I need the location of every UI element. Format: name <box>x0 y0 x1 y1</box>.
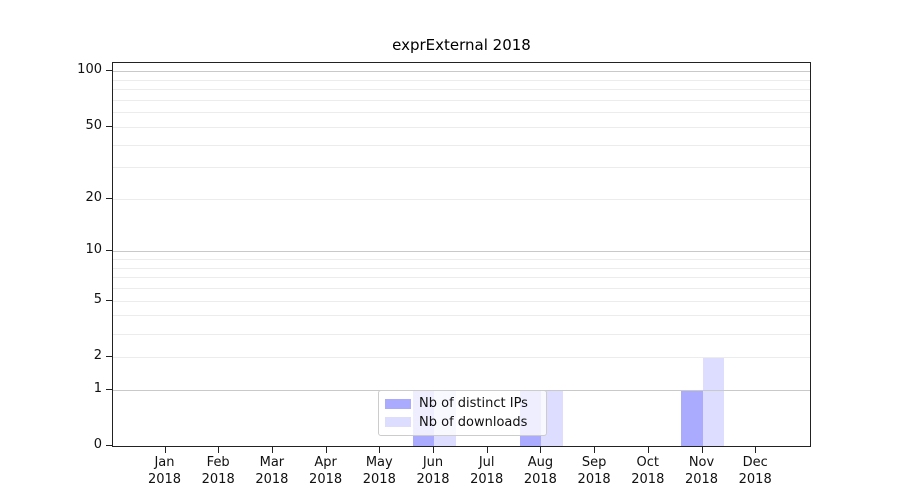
x-tick-label-oct: Oct 2018 <box>631 455 665 487</box>
gridline-minor-6 <box>113 288 810 290</box>
gridline-minor-50 <box>113 126 810 128</box>
x-tick-label-jan: Jan 2018 <box>147 455 182 487</box>
y-tick-2 <box>106 355 112 357</box>
gridline-minor-80 <box>113 89 810 91</box>
gridline-minor-9 <box>113 259 810 261</box>
y-tick-0 <box>106 445 112 446</box>
legend-entry-distinct-ips: Nb of distinct IPs <box>379 396 546 411</box>
x-tick-label-mar: Mar 2018 <box>255 455 289 487</box>
x-tick-label-feb: Feb 2018 <box>201 455 235 487</box>
gridline-minor-70 <box>113 100 810 101</box>
x-tick-label-may: May 2018 <box>362 455 396 487</box>
gridline-minor-8 <box>113 267 810 269</box>
legend-entry-downloads: Nb of downloads <box>379 415 546 430</box>
chart-title: exprExternal 2018 <box>392 36 531 54</box>
y-tick-100 <box>106 70 112 72</box>
legend-label-distinct-ips: Nb of distinct IPs <box>419 396 528 412</box>
x-tick-jul <box>486 447 488 453</box>
x-tick-label-nov: Nov 2018 <box>684 455 719 487</box>
bar-distinct-ips-nov <box>681 389 703 446</box>
x-tick-dec <box>755 447 757 453</box>
y-tick-label-2: 2 <box>93 347 102 363</box>
y-tick-label-50: 50 <box>85 117 102 133</box>
y-tick-label-1: 1 <box>93 380 102 396</box>
x-tick-jan <box>164 447 166 453</box>
legend-label-downloads: Nb of downloads <box>419 414 528 430</box>
gridline-minor-5 <box>113 300 810 302</box>
x-tick-label-jun: Jun 2018 <box>416 455 450 487</box>
gridline-major-100 <box>113 71 810 73</box>
y-tick-10 <box>106 250 112 252</box>
x-tick-feb <box>218 447 220 453</box>
gridline-minor-4 <box>113 315 810 317</box>
x-tick-oct <box>647 447 649 453</box>
y-tick-label-5: 5 <box>93 291 102 307</box>
x-tick-jun <box>433 447 434 453</box>
y-tick-1 <box>106 388 112 390</box>
y-tick-label-100: 100 <box>77 62 102 78</box>
x-tick-label-dec: Dec 2018 <box>738 455 772 487</box>
gridline-minor-90 <box>113 79 810 81</box>
x-tick-label-jul: Jul 2018 <box>470 455 504 487</box>
y-tick-5 <box>106 299 112 301</box>
x-tick-sep <box>594 447 596 453</box>
gridline-minor-3 <box>113 333 810 335</box>
plot-area <box>112 62 811 447</box>
y-tick-label-10: 10 <box>85 242 102 258</box>
legend-swatch-distinct-ips-icon <box>385 398 411 409</box>
legend: Nb of distinct IPs Nb of downloads <box>378 390 547 436</box>
gridline-minor-2 <box>113 356 810 358</box>
y-tick-20 <box>106 197 112 199</box>
x-tick-may <box>379 447 381 453</box>
legend-swatch-downloads-icon <box>385 417 411 428</box>
gridline-minor-60 <box>113 112 810 114</box>
y-tick-50 <box>106 125 112 127</box>
bar-downloads-nov <box>702 356 724 446</box>
gridline-minor-7 <box>113 277 810 279</box>
gridline-minor-40 <box>113 144 810 146</box>
x-tick-nov <box>701 447 703 453</box>
y-tick-label-0: 0 <box>93 437 102 452</box>
gridline-minor-20 <box>113 198 810 200</box>
gridline-major-10 <box>113 251 810 253</box>
x-tick-apr <box>325 447 327 453</box>
x-tick-label-sep: Sep 2018 <box>577 455 611 487</box>
x-tick-label-apr: Apr 2018 <box>309 455 343 487</box>
y-tick-label-20: 20 <box>85 189 102 205</box>
x-tick-mar <box>271 447 273 453</box>
x-tick-aug <box>540 447 542 453</box>
x-tick-label-aug: Aug 2018 <box>523 455 557 487</box>
gridline-minor-30 <box>113 167 810 169</box>
